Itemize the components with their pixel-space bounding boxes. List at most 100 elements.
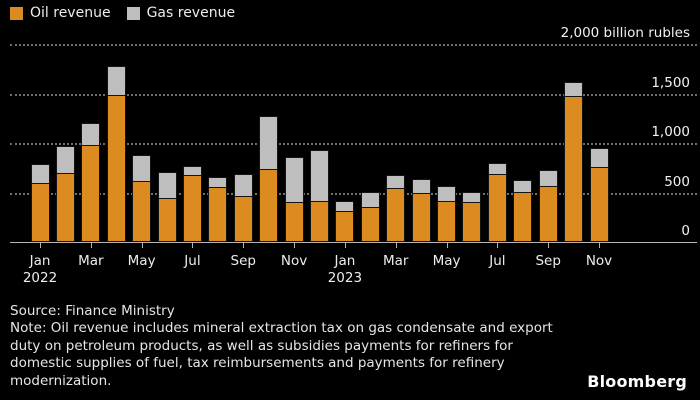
x-axis-label-jan-2022: Jan 2022 [22,253,58,286]
bar-segment-oil [284,202,304,242]
gridline-500 [10,192,697,195]
bar-segment-oil [335,212,355,242]
bar-segment-gas [310,150,329,203]
bar-jul-2023 [487,163,507,242]
x-axis-tick [192,242,194,248]
bar-aug-2023 [513,180,533,242]
bar-feb-2023 [360,191,380,242]
bar-jan-2023 [335,201,355,242]
bar-segment-gas [360,191,380,208]
bar-segment-oil [310,202,329,242]
bar-segment-oil [259,170,279,242]
bar-apr-2022 [106,66,126,242]
oil-swatch-icon [10,6,23,20]
x-axis-label-jan-2023: Jan 2023 [327,253,363,286]
bar-segment-oil [182,175,202,242]
x-axis-label-sep: Sep [535,253,561,269]
bar-jan-2022 [30,164,50,242]
legend: Oil revenue Gas revenue [10,5,235,21]
bar-segment-gas [233,174,253,197]
x-axis-tick [344,242,346,248]
bar-segment-oil [30,183,50,242]
bar-segment-oil [564,96,584,242]
y-axis-label-1000: 1,000 [651,124,690,140]
x-axis-tick [141,242,143,248]
bar-mar-2023 [386,174,406,242]
bar-segment-gas [30,164,50,184]
x-axis-label-jul: Jul [184,253,201,269]
legend-label-oil: Oil revenue [30,5,111,21]
x-axis-label-nov: Nov [280,253,308,269]
x-axis-label-mar: Mar [78,253,104,269]
note-line: duty on petroleum products, as well as s… [10,337,513,354]
gridline-2000 [10,44,697,46]
footer-notes: Source: Finance Ministry Note: Oil reven… [10,303,553,390]
bar-segment-gas [411,179,431,194]
x-axis-tick [40,242,41,248]
bar-nov-2022 [284,156,304,242]
bar-segment-oil [386,188,406,242]
bar-segment-gas [386,174,406,189]
x-axis-label-jul: Jul [489,253,506,269]
bar-mar-2022 [81,123,101,242]
source-line: Source: Finance Ministry [10,303,175,319]
bar-jun-2023 [462,191,482,242]
bar-segment-oil [487,175,507,242]
x-axis-tick [243,242,245,248]
bar-may-2023 [437,186,457,242]
bar-sep-2022 [233,174,253,242]
bar-segment-gas [259,116,279,171]
bar-segment-gas [437,186,457,202]
bar-segment-gas [284,156,304,203]
bar-segment-oil [132,181,152,242]
x-axis-label-may: May [432,253,461,269]
y-axis-label-1500: 1,500 [651,74,690,91]
bar-segment-gas [55,146,75,174]
x-axis-tick [294,242,296,248]
bar-chart-plot-area: 2,000 billion rubles 1,500 1,000 500 0 Jan 202… [10,25,697,286]
x-axis-label-may: May [127,253,156,269]
y-axis-label-2000: 2,000 billion rubles [560,25,690,41]
bar-segment-oil [360,207,380,242]
bar-segment-gas [462,191,482,204]
gridline-1500 [10,93,697,96]
bar-segment-oil [462,203,482,242]
x-axis-tick [90,242,92,248]
bar-segment-oil [589,167,609,242]
bar-may-2022 [132,155,152,242]
note-line: domestic supplies of fuel, tax reimburse… [10,355,505,372]
x-axis-tick [395,242,397,248]
bar-segment-gas [182,166,202,176]
x-axis-label-sep: Sep [230,253,256,269]
x-axis-tick [599,242,601,248]
bar-segment-gas [106,66,126,97]
gridline-1000 [10,143,697,145]
bar-jul-2022 [182,166,202,242]
bar-segment-gas [208,177,228,189]
bar-segment-gas [335,201,355,213]
note-line: Note: Oil revenue includes mineral extra… [10,320,553,337]
bar-aug-2022 [208,177,228,242]
bar-segment-gas [589,147,609,168]
bar-dec-2022 [310,150,329,242]
bar-segment-gas [132,155,152,182]
y-axis-label-0: 0 [681,223,690,239]
bar-segment-oil [81,146,101,242]
x-axis-label-mar: Mar [382,253,409,269]
bar-segment-gas [513,180,533,193]
bar-segment-oil [411,193,431,242]
legend-item-oil: Oil revenue [10,5,111,21]
x-axis-tick [497,242,499,248]
bar-feb-2022 [55,146,75,242]
x-axis-label-nov: Nov [585,253,613,269]
legend-item-gas: Gas revenue [126,5,236,21]
legend-label-gas: Gas revenue [146,5,236,21]
bar-oct-2023 [564,81,584,242]
bar-oct-2022 [259,116,279,242]
bar-segment-gas [564,81,584,97]
x-axis-tick [446,242,448,248]
y-axis-label-500: 500 [664,173,690,190]
bloomberg-logo: Bloomberg [587,372,687,391]
gas-swatch-icon [126,6,140,20]
